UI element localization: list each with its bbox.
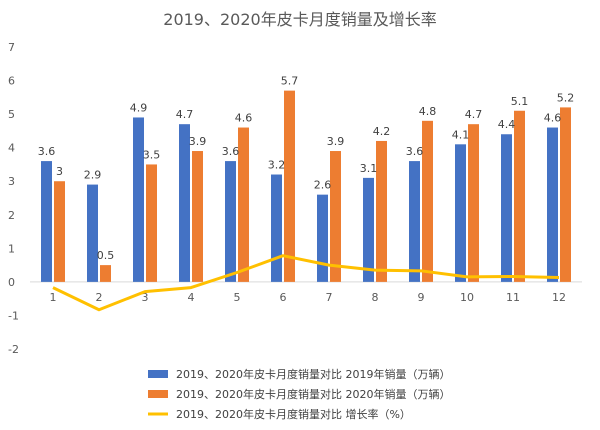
bar-2020: [146, 164, 157, 282]
bar-value-label: 3.9: [189, 135, 207, 148]
bar-value-label: 4.6: [544, 112, 562, 125]
x-tick-label: 2: [96, 291, 103, 304]
legend-swatch: [148, 390, 168, 398]
bar-2019: [271, 174, 282, 282]
bar-labels: 3.6 2.9 4.9 4.7 3.6 3.2 2.6 3.1 3.6 4.1 4.4 4.6 3 0.5…: [38, 75, 575, 262]
x-tick-label: 1: [50, 291, 57, 304]
bar-2019: [455, 144, 466, 282]
x-tick-label: 9: [418, 291, 425, 304]
x-tick-label: 5: [234, 291, 241, 304]
bar-2019: [41, 161, 52, 282]
y-tick-label: 6: [8, 75, 15, 88]
y-tick-label: -1: [8, 309, 19, 322]
bar-value-label: 4.2: [373, 125, 391, 138]
bar-value-label: 4.9: [130, 101, 148, 114]
legend-label: 2019、2020年皮卡月度销量对比 2020年销量（万辆）: [176, 387, 450, 401]
x-tick-label: 11: [506, 291, 520, 304]
bar-2019: [501, 134, 512, 282]
y-tick-label: -2: [8, 343, 19, 356]
bar-2020: [238, 127, 249, 282]
bar-2019: [547, 127, 558, 282]
bar-value-label: 4.6: [235, 112, 253, 125]
bar-value-label: 3.5: [143, 148, 161, 161]
chart-title: 2019、2020年皮卡月度销量及增长率: [163, 10, 436, 29]
bar-value-label: 4.7: [465, 108, 483, 121]
x-tick-label: 12: [552, 291, 566, 304]
bars: [41, 90, 571, 282]
x-axis-ticks: 1 2 3 4 5 6 7 8 9 10 11 12: [50, 291, 567, 304]
bar-2019: [179, 124, 190, 282]
bar-2020: [376, 140, 387, 282]
bar-value-label: 2.6: [314, 179, 332, 192]
bar-value-label: 4.1: [452, 128, 470, 141]
y-tick-label: 7: [8, 41, 15, 54]
bar-value-label: 5.1: [511, 95, 529, 108]
legend-label: 2019、2020年皮卡月度销量对比 2019年销量（万辆）: [176, 367, 450, 381]
x-tick-label: 8: [372, 291, 379, 304]
bar-value-label: 3.6: [406, 145, 424, 158]
bar-value-label: 5.7: [281, 75, 299, 88]
bar-value-label: 3: [56, 165, 63, 178]
bar-value-label: 4.7: [176, 108, 194, 121]
x-tick-label: 7: [326, 291, 333, 304]
bar-2019: [87, 184, 98, 282]
bar-value-label: 4.4: [498, 118, 516, 131]
y-tick-label: 2: [8, 209, 15, 222]
bar-2020: [330, 151, 341, 282]
y-tick-label: 0: [8, 276, 15, 289]
x-tick-label: 3: [142, 291, 149, 304]
bar-2019: [133, 117, 144, 282]
y-tick-label: 3: [8, 175, 15, 188]
bar-2020: [514, 110, 525, 282]
bar-2020: [284, 90, 295, 282]
y-tick-label: 5: [8, 108, 15, 121]
bar-value-label: 3.6: [222, 145, 240, 158]
y-tick-label: 1: [8, 242, 15, 255]
bar-2020: [422, 120, 433, 282]
bar-value-label: 0.5: [97, 249, 115, 262]
bar-value-label: 3.6: [38, 145, 56, 158]
bar-2020: [54, 181, 65, 282]
legend-swatch: [148, 370, 168, 378]
bar-2019: [409, 161, 420, 282]
x-tick-label: 4: [188, 291, 195, 304]
bar-2020: [192, 151, 203, 282]
bar-2019: [317, 194, 328, 282]
bar-2020: [468, 124, 479, 282]
bar-value-label: 4.8: [419, 105, 437, 118]
legend-label: 2019、2020年皮卡月度销量对比 增长率（%）: [176, 407, 411, 421]
bar-value-label: 5.2: [557, 91, 575, 104]
x-tick-label: 10: [460, 291, 474, 304]
bar-2020: [100, 265, 111, 282]
bar-2019: [225, 161, 236, 282]
legend: 2019、2020年皮卡月度销量对比 2019年销量（万辆） 2019、2020年…: [148, 367, 450, 421]
bar-value-label: 2.9: [84, 169, 102, 182]
bar-2019: [363, 177, 374, 282]
bar-value-label: 3.2: [268, 159, 286, 172]
bar-2020: [560, 107, 571, 282]
y-tick-label: 4: [8, 142, 15, 155]
bar-value-label: 3.9: [327, 135, 345, 148]
growth-rate-line: [52, 254, 560, 312]
y-axis-ticks: 7 6 5 4 3 2 1 0 -1 -2: [8, 41, 19, 356]
bar-value-label: 3.1: [360, 162, 378, 175]
x-tick-label: 6: [280, 291, 287, 304]
